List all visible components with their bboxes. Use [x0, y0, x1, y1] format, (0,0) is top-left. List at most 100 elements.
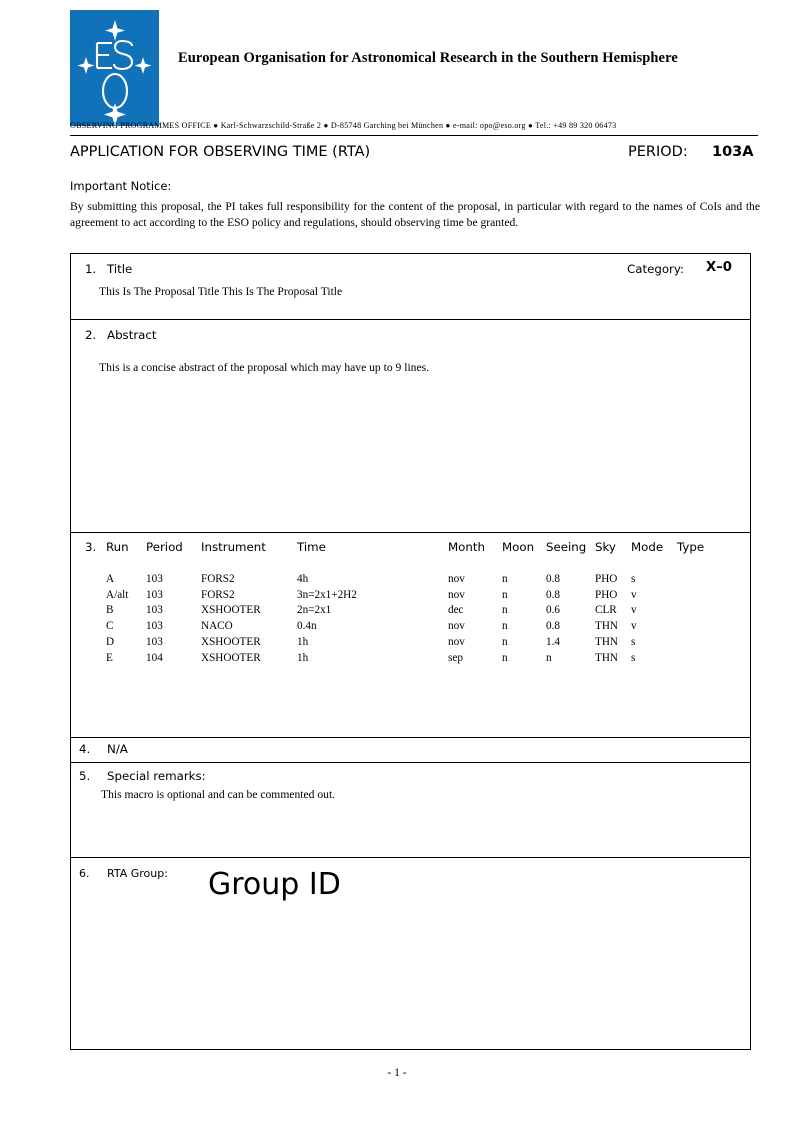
- runs-cell-time: 4h: [297, 573, 309, 585]
- runs-cell-moon: n: [502, 573, 508, 585]
- runs-cell-mode: v: [631, 620, 637, 633]
- runs-cell-mode: s: [631, 573, 636, 585]
- section-5-number: 5.: [79, 769, 91, 783]
- runs-cell-month: nov: [448, 635, 465, 648]
- section-na-box: 4. N/A: [70, 737, 751, 763]
- runs-column-header-run: Run: [106, 540, 129, 554]
- runs-cell-sky: CLR: [595, 604, 617, 617]
- runs-cell-sky: THN: [595, 620, 618, 633]
- runs-cell-run: C: [106, 620, 114, 633]
- runs-cell-run: E: [106, 651, 113, 664]
- runs-cell-time: 3n=2x1+2H2: [297, 588, 357, 601]
- section-6-label: RTA Group:: [107, 867, 168, 880]
- section-2-label: Abstract: [107, 328, 157, 342]
- runs-column-header-time: Time: [297, 540, 326, 554]
- runs-cell-moon: n: [502, 588, 508, 601]
- runs-cell-seeing: n: [546, 651, 552, 664]
- section-remarks-box: 5. Special remarks: This macro is option…: [70, 762, 751, 858]
- runs-cell-sky: PHO: [595, 588, 618, 601]
- runs-cell-instrument: XSHOOTER: [201, 635, 261, 648]
- header-divider: [70, 135, 758, 136]
- runs-column-header-month: Month: [448, 540, 485, 554]
- runs-cell-period: 103: [146, 635, 163, 648]
- eso-logo-icon: [70, 10, 159, 126]
- remarks-text: This macro is optional and can be commen…: [101, 788, 336, 801]
- runs-cell-seeing: 0.8: [546, 620, 560, 633]
- runs-column-header-type: Type: [677, 540, 705, 554]
- runs-column-header-seeing: Seeing: [546, 540, 587, 554]
- important-notice-text: By submitting this proposal, the PI take…: [70, 200, 760, 229]
- runs-cell-mode: v: [631, 588, 637, 601]
- period-label: PERIOD:: [628, 144, 688, 160]
- runs-cell-time: 2n=2x1: [297, 604, 332, 617]
- runs-column-header-instrument: Instrument: [201, 540, 266, 554]
- runs-cell-run: A: [106, 573, 115, 585]
- runs-cell-instrument: XSHOOTER: [201, 604, 261, 617]
- runs-cell-instrument: FORS2: [201, 588, 235, 601]
- runs-cell-month: nov: [448, 573, 465, 585]
- runs-cell-time: 1h: [297, 635, 309, 648]
- abstract-text: This is a concise abstract of the propos…: [99, 361, 430, 374]
- section-group-box: 6. RTA Group: Group ID: [70, 857, 751, 1050]
- runs-cell-instrument: FORS2: [201, 573, 235, 585]
- section-5-label: Special remarks:: [107, 769, 206, 783]
- section-2-number: 2.: [85, 328, 97, 342]
- runs-cell-moon: n: [502, 651, 508, 664]
- runs-cell-period: 103: [146, 620, 163, 633]
- runs-column-header-period: Period: [146, 540, 183, 554]
- runs-cell-month: nov: [448, 620, 465, 633]
- section-6-number: 6.: [79, 867, 90, 880]
- runs-cell-period: 103: [146, 604, 163, 617]
- category-label: Category:: [627, 262, 685, 276]
- runs-cell-sky: THN: [595, 635, 618, 648]
- eso-logo: [70, 10, 159, 126]
- organisation-name: European Organisation for Astronomical R…: [178, 50, 678, 66]
- runs-cell-mode: v: [631, 604, 637, 617]
- section-3-number: 3.: [85, 540, 97, 554]
- runs-cell-instrument: XSHOOTER: [201, 651, 261, 664]
- section-runs-box: 3. Run Period Instrument Time Month Moon Seein…: [70, 532, 751, 738]
- runs-cell-period: 103: [146, 573, 163, 585]
- runs-cell-moon: n: [502, 604, 508, 617]
- runs-cell-run: A/alt: [106, 588, 129, 601]
- period-value: 103A: [712, 144, 754, 160]
- runs-cell-period: 103: [146, 588, 163, 601]
- section-4-label: N/A: [107, 742, 128, 756]
- page-number: - 1 -: [387, 1066, 407, 1079]
- runs-column-header-sky: Sky: [595, 540, 616, 554]
- runs-cell-period: 104: [146, 651, 163, 664]
- important-notice-heading: Important Notice:: [70, 179, 172, 193]
- runs-cell-seeing: 0.8: [546, 588, 560, 601]
- runs-column-header-moon: Moon: [502, 540, 535, 554]
- runs-cell-seeing: 0.8: [546, 573, 560, 585]
- runs-column-header-mode: Mode: [631, 540, 664, 554]
- office-contact-line: OBSERVING PROGRAMMES OFFICE ● Karl-Schwa…: [70, 121, 617, 130]
- group-id-value: Group ID: [208, 867, 341, 902]
- runs-cell-seeing: 0.6: [546, 604, 560, 617]
- runs-cell-run: D: [106, 635, 115, 648]
- runs-cell-month: sep: [448, 651, 463, 664]
- section-4-number: 4.: [79, 742, 91, 756]
- category-value: X–0: [706, 260, 732, 275]
- runs-cell-month: dec: [448, 604, 464, 617]
- runs-cell-instrument: NACO: [201, 620, 233, 633]
- runs-cell-time: 1h: [297, 651, 309, 664]
- runs-cell-month: nov: [448, 588, 465, 601]
- runs-cell-time: 0.4n: [297, 620, 317, 633]
- runs-cell-sky: PHO: [595, 573, 618, 585]
- runs-cell-mode: s: [631, 651, 636, 664]
- runs-cell-seeing: 1.4: [546, 635, 560, 648]
- runs-cell-sky: THN: [595, 651, 618, 664]
- section-1-number: 1.: [85, 262, 97, 276]
- runs-cell-run: B: [106, 604, 114, 617]
- proposal-title-text: This Is The Proposal Title This Is The P…: [99, 285, 343, 298]
- section-abstract-box: 2. Abstract This is a concise abstract o…: [70, 319, 751, 533]
- runs-cell-mode: s: [631, 635, 636, 648]
- runs-cell-moon: n: [502, 620, 508, 633]
- section-title-box: 1. Title Category: X–0 This Is The Propo…: [70, 253, 751, 320]
- application-title: APPLICATION FOR OBSERVING TIME (RTA): [70, 144, 371, 160]
- runs-table: 3. Run Period Instrument Time Month Moon Seein…: [71, 533, 750, 737]
- section-1-label: Title: [107, 262, 133, 276]
- runs-cell-moon: n: [502, 635, 508, 648]
